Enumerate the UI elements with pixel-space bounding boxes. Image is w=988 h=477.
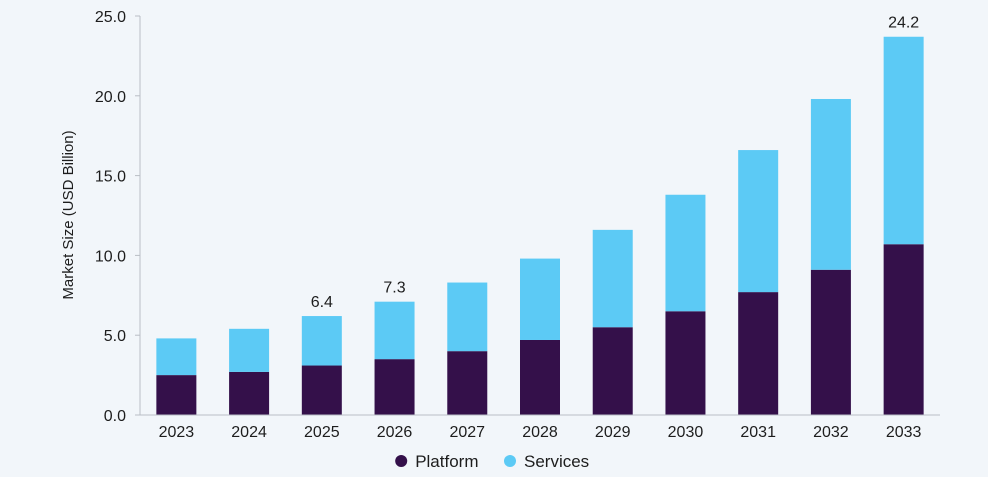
bar-platform-2026 bbox=[374, 359, 415, 415]
data-label-2026: 7.3 bbox=[383, 280, 405, 297]
x-tick-label-2023: 2023 bbox=[159, 424, 195, 441]
legend-marker-services bbox=[504, 455, 516, 467]
bar-services-2029 bbox=[592, 229, 633, 328]
bar-platform-2031 bbox=[738, 292, 779, 415]
bar-platform-2033 bbox=[883, 244, 924, 415]
y-tick-label: 0.0 bbox=[104, 408, 126, 425]
bar-services-2025 bbox=[301, 316, 342, 366]
bar-services-2024 bbox=[229, 328, 270, 372]
data-label-2033: 24.2 bbox=[888, 15, 919, 32]
legend: Platform Services bbox=[395, 452, 589, 471]
y-tick-label: 25.0 bbox=[95, 9, 126, 26]
y-axis-title: Market Size (USD Billion) bbox=[60, 130, 77, 299]
x-tick-label-2031: 2031 bbox=[740, 424, 776, 441]
legend-label-platform: Platform bbox=[415, 452, 478, 471]
bar-platform-2025 bbox=[301, 365, 342, 415]
y-axis-ticks: 0.0 5.0 10.0 15.0 20.0 25.0 bbox=[95, 9, 140, 425]
bar-platform-2028 bbox=[520, 339, 560, 415]
bar-services-2030 bbox=[665, 194, 706, 312]
x-tick-label-2026: 2026 bbox=[377, 424, 413, 441]
legend-marker-platform bbox=[395, 455, 408, 467]
legend-label-services: Services bbox=[524, 452, 589, 471]
bars bbox=[156, 36, 924, 415]
x-tick-label-2028: 2028 bbox=[522, 424, 558, 441]
y-tick-label: 10.0 bbox=[95, 248, 126, 265]
y-tick-label: 15.0 bbox=[95, 169, 126, 186]
data-labels: 6.4 7.3 24.2 bbox=[311, 15, 920, 311]
y-tick-label: 5.0 bbox=[104, 328, 126, 345]
bar-platform-2027 bbox=[447, 351, 488, 415]
x-tick-label-2033: 2033 bbox=[886, 424, 922, 441]
bar-platform-2024 bbox=[229, 371, 270, 415]
x-axis-ticks: 2023 2024 2025 2026 2027 2028 2029 2030 2031 2032… bbox=[159, 424, 922, 441]
x-tick-label-2024: 2024 bbox=[231, 424, 267, 441]
bar-services-2032 bbox=[810, 98, 851, 270]
bar-services-2027 bbox=[447, 282, 488, 352]
bar-platform-2029 bbox=[592, 327, 633, 415]
x-tick-label-2030: 2030 bbox=[668, 424, 704, 441]
x-tick-label-2027: 2027 bbox=[449, 424, 485, 441]
bar-platform-2023 bbox=[156, 375, 197, 415]
data-label-2025: 6.4 bbox=[311, 294, 333, 311]
bar-services-2028 bbox=[520, 258, 560, 340]
x-tick-label-2025: 2025 bbox=[304, 424, 340, 441]
bar-platform-2032 bbox=[810, 269, 851, 415]
x-tick-label-2032: 2032 bbox=[813, 424, 849, 441]
y-tick-label: 20.0 bbox=[95, 89, 126, 106]
x-tick-label-2029: 2029 bbox=[595, 424, 631, 441]
bar-services-2023 bbox=[156, 338, 197, 376]
bar-platform-2030 bbox=[665, 311, 706, 415]
bar-services-2031 bbox=[738, 150, 779, 293]
bar-services-2033 bbox=[883, 36, 924, 245]
bar-services-2026 bbox=[374, 301, 415, 360]
